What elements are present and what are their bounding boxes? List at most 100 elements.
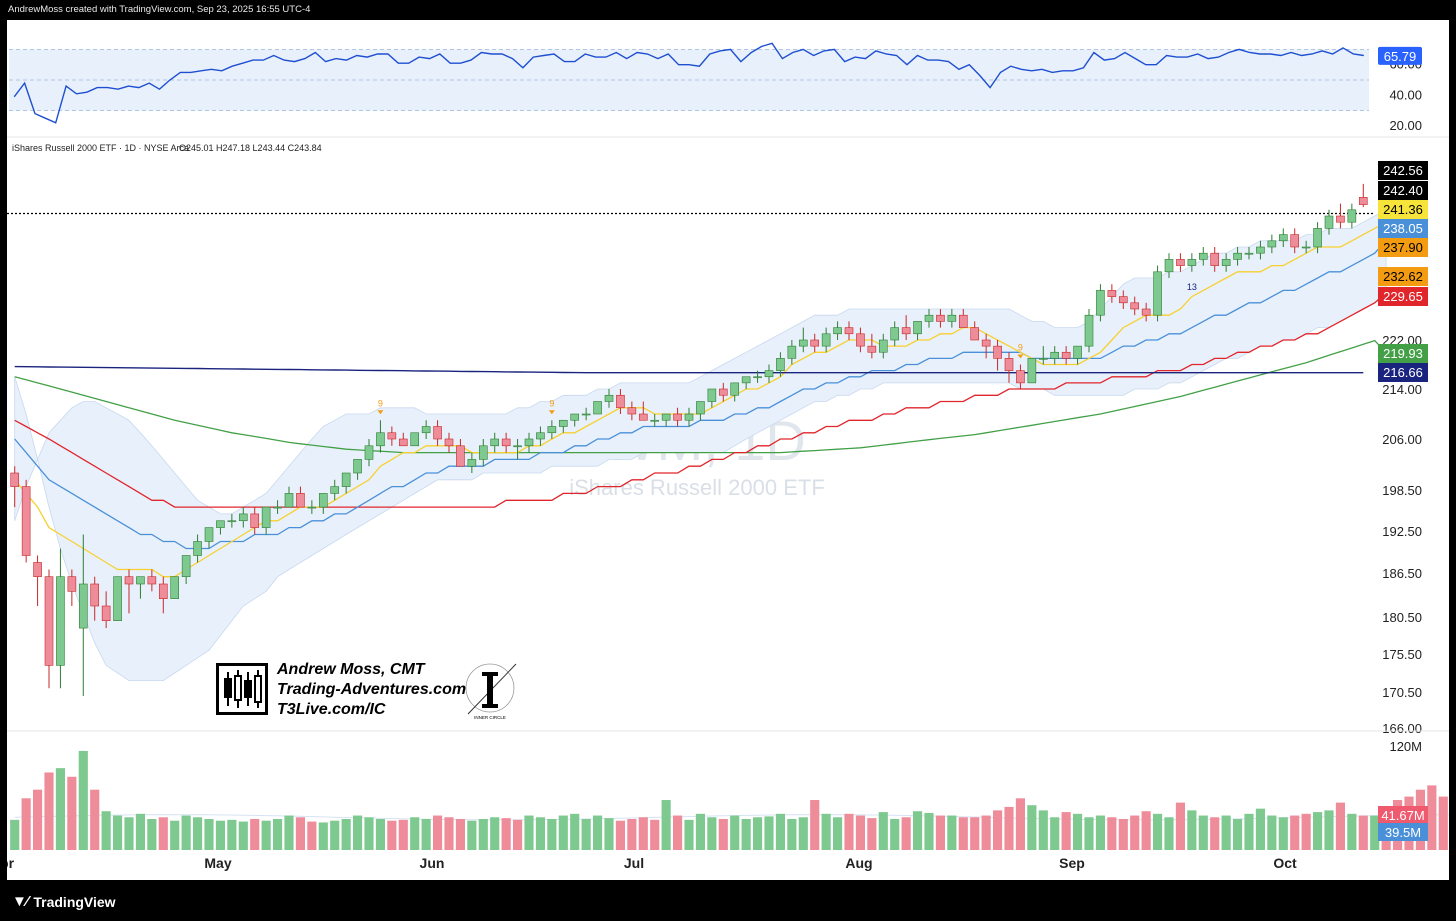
candle bbox=[981, 333, 991, 359]
volume-bar bbox=[1335, 802, 1345, 850]
price-tick-label: 198.50 bbox=[1382, 483, 1422, 498]
volume-bar bbox=[1244, 813, 1254, 850]
volume-label-bg bbox=[1378, 823, 1428, 841]
chart-canvas[interactable]: IWM, 1D iShares Russell 2000 ETF iShares… bbox=[7, 20, 1449, 880]
candle-body bbox=[787, 345, 797, 359]
volume-bar bbox=[935, 815, 945, 850]
volume-bar bbox=[570, 813, 580, 850]
candle-body bbox=[1073, 345, 1082, 359]
candle bbox=[867, 333, 877, 359]
candle bbox=[467, 452, 477, 473]
candle-body bbox=[753, 376, 762, 379]
author-signature: Andrew Moss, CMT Trading-Adventures.com … bbox=[216, 660, 526, 726]
candle-body bbox=[1130, 302, 1140, 310]
chart-panel[interactable]: IWM, 1D iShares Russell 2000 ETF iShares… bbox=[7, 20, 1449, 880]
volume-bar bbox=[1370, 815, 1380, 850]
volume-bar bbox=[1015, 798, 1025, 850]
price-label: 241.36 bbox=[1378, 200, 1428, 219]
volume-bar bbox=[1324, 810, 1334, 850]
candle-body bbox=[318, 493, 328, 508]
candle bbox=[1324, 209, 1334, 235]
candle-body bbox=[890, 327, 900, 341]
price-tick-label: 170.50 bbox=[1382, 685, 1422, 700]
volume-bar bbox=[1004, 806, 1014, 850]
candle bbox=[833, 321, 842, 340]
volume-label: 41.67M bbox=[1378, 806, 1428, 824]
candle-body bbox=[1358, 197, 1368, 205]
candle bbox=[44, 569, 54, 689]
candle-body bbox=[456, 445, 465, 467]
candle-body bbox=[1027, 358, 1037, 384]
candle bbox=[1050, 346, 1060, 365]
candle-body bbox=[1313, 228, 1322, 248]
candle bbox=[478, 439, 488, 467]
candle bbox=[821, 327, 831, 353]
tradingview-brand[interactable]: ▼⁄ TradingView bbox=[12, 893, 116, 910]
volume-bar bbox=[993, 810, 1003, 850]
candle-body bbox=[798, 339, 808, 347]
candle bbox=[238, 507, 248, 528]
volume-bar bbox=[593, 815, 603, 850]
candle-body bbox=[33, 562, 42, 577]
signature-t3live: T3Live.com/IC bbox=[277, 701, 386, 718]
time-axis-label: Apr bbox=[7, 855, 15, 871]
candle bbox=[547, 420, 557, 439]
volume-bar bbox=[1210, 817, 1220, 850]
candle-body bbox=[1233, 252, 1242, 260]
candle-body bbox=[1244, 252, 1254, 255]
volume-bar bbox=[730, 815, 740, 850]
time-axis-label: Sep bbox=[1059, 855, 1085, 871]
volume-bar bbox=[798, 817, 808, 850]
candle-body bbox=[398, 438, 408, 447]
candle-body bbox=[296, 493, 305, 508]
rsi-last-label-text: 65.79 bbox=[1384, 49, 1417, 64]
volume-bar bbox=[558, 815, 568, 850]
candle bbox=[776, 352, 785, 377]
volume-bar bbox=[273, 818, 283, 850]
price-label-bg bbox=[1378, 238, 1428, 257]
candle-body bbox=[558, 419, 568, 427]
candle-body bbox=[524, 438, 534, 447]
volume-bar bbox=[1358, 815, 1368, 850]
candle bbox=[1221, 253, 1231, 272]
candle bbox=[421, 420, 431, 439]
volume-bar bbox=[1187, 810, 1197, 850]
volume-bar bbox=[1084, 817, 1094, 850]
candle-body bbox=[341, 472, 351, 487]
volume-bar bbox=[1313, 812, 1323, 850]
candle-body bbox=[467, 459, 477, 467]
price-label: 238.05 bbox=[1378, 219, 1428, 238]
candle bbox=[718, 382, 728, 402]
rsi-last-label: 65.79 bbox=[1378, 46, 1422, 65]
candle bbox=[10, 466, 20, 508]
volume-bar bbox=[753, 817, 763, 850]
candle bbox=[1096, 284, 1105, 322]
candle bbox=[330, 479, 340, 501]
volume-bar bbox=[1027, 805, 1037, 850]
candle-body bbox=[810, 339, 820, 347]
candle-body bbox=[844, 327, 854, 335]
volume-bar bbox=[924, 812, 934, 850]
price-tick-label: 186.50 bbox=[1382, 566, 1422, 581]
candle bbox=[890, 321, 900, 347]
candle-body bbox=[44, 576, 54, 666]
volume-bar bbox=[1278, 817, 1288, 850]
volume-bar bbox=[1073, 813, 1083, 850]
candle bbox=[147, 569, 157, 592]
volume-bar bbox=[90, 789, 100, 850]
candle-body bbox=[1324, 215, 1334, 229]
candle-body bbox=[1347, 209, 1357, 223]
candle bbox=[250, 507, 260, 535]
candle bbox=[1187, 253, 1197, 272]
candle bbox=[1256, 240, 1265, 260]
volume-bar bbox=[398, 819, 408, 850]
candle bbox=[913, 321, 922, 340]
volume-bar bbox=[364, 817, 374, 850]
candle-body bbox=[1198, 252, 1208, 260]
candle bbox=[604, 389, 614, 408]
volume-bar bbox=[1347, 813, 1357, 850]
volume-bar bbox=[1267, 815, 1277, 850]
candle-body bbox=[1210, 252, 1220, 266]
candle bbox=[650, 414, 660, 427]
price-label-text: 216.66 bbox=[1383, 365, 1423, 380]
